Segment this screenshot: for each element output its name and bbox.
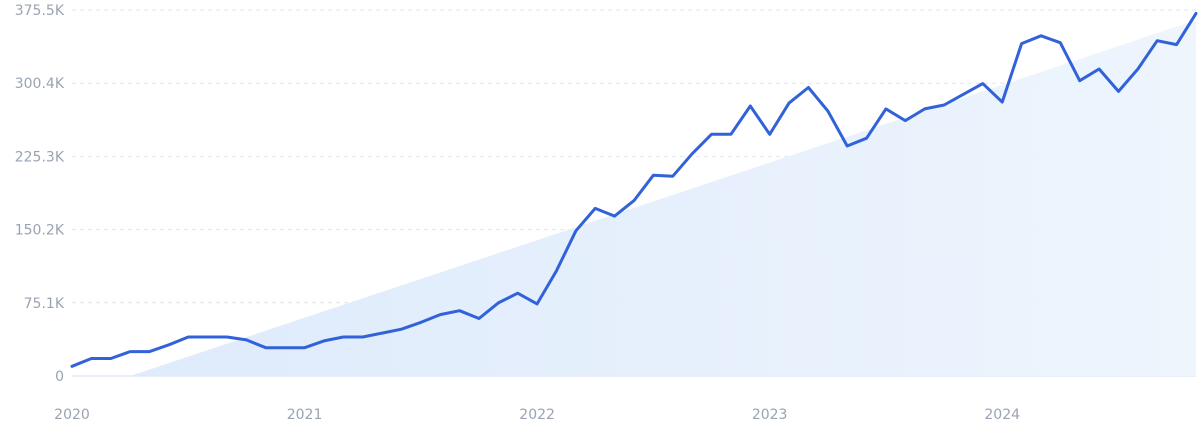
x-axis-ticks: 2020 2021 2022 2023 2024 bbox=[54, 407, 1020, 423]
y-axis-ticks: 0 75.1K 150.2K 225.3K 300.4K 375.5K bbox=[15, 3, 65, 385]
trend-area-layer bbox=[130, 20, 1196, 377]
x-tick-label: 2022 bbox=[519, 407, 555, 423]
y-tick-label: 375.5K bbox=[15, 3, 65, 19]
x-tick-label: 2023 bbox=[752, 407, 788, 423]
series-line-layer bbox=[70, 11, 1198, 368]
trend-area bbox=[130, 20, 1196, 377]
y-tick-label: 75.1K bbox=[24, 296, 65, 312]
y-tick-label: 0 bbox=[55, 369, 64, 385]
y-tick-label: 150.2K bbox=[15, 223, 65, 239]
x-tick-label: 2021 bbox=[287, 407, 323, 423]
x-tick-label: 2024 bbox=[984, 407, 1020, 423]
y-tick-label: 300.4K bbox=[15, 76, 65, 92]
y-tick-label: 225.3K bbox=[15, 149, 65, 165]
x-tick-label: 2020 bbox=[54, 407, 90, 423]
series-line bbox=[70, 11, 1198, 368]
